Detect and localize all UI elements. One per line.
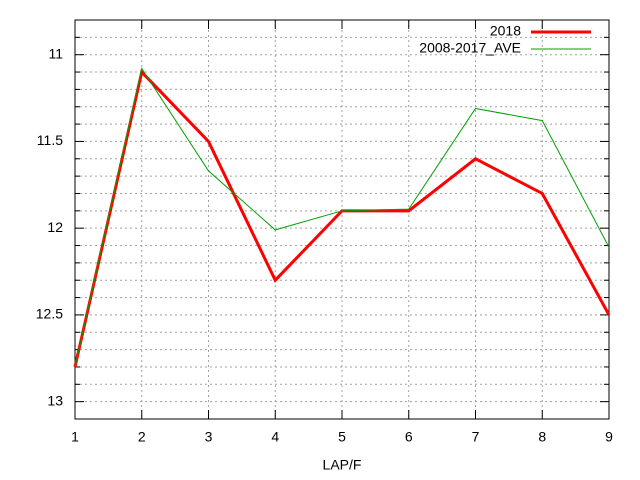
x-tick-label: 5 — [338, 429, 346, 445]
y-tick-label: 11 — [48, 45, 63, 61]
y-tick-label: 13 — [47, 392, 63, 408]
x-tick-label: 1 — [71, 429, 79, 445]
series-line — [74, 67, 610, 368]
legend-label: 2008-2017_AVE — [419, 40, 521, 56]
x-tick-label: 8 — [538, 429, 546, 445]
plot-frame — [74, 19, 610, 420]
x-axis-label: LAP/F — [323, 457, 362, 473]
x-tick-label: 9 — [605, 429, 613, 445]
x-tick-label: 3 — [205, 429, 213, 445]
y-tick-label: 11.5 — [37, 132, 63, 148]
legend-label: 2018 — [490, 23, 521, 39]
x-tick-label: 2 — [138, 429, 146, 445]
x-tick-label: 4 — [271, 429, 279, 445]
y-tick-label: 12 — [47, 219, 63, 235]
x-tick-label: 6 — [405, 429, 413, 445]
x-tick-label: 7 — [472, 429, 480, 445]
y-tick-label: 12.5 — [36, 306, 63, 322]
